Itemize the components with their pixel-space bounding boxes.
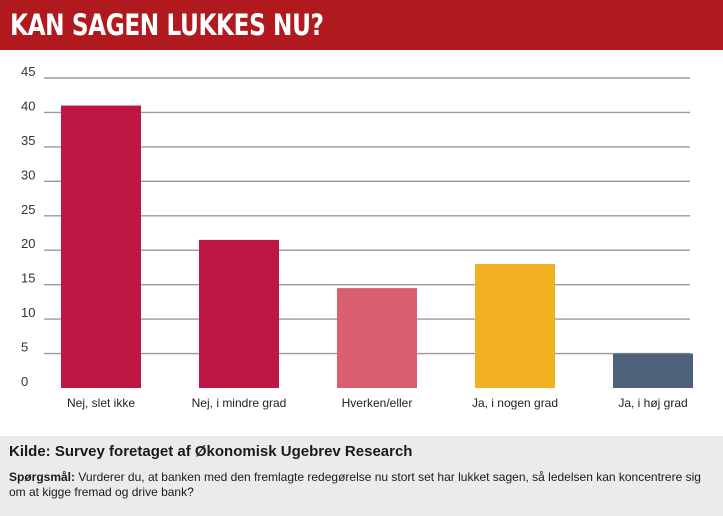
y-tick-label: 10 [21,305,35,320]
y-tick-label: 15 [21,271,35,286]
y-tick-label: 0 [21,374,28,389]
x-tick-label: Nej, i mindre grad [192,396,287,410]
question-note: Spørgsmål: Vurderer du, at banken med de… [9,470,714,500]
source-note: Kilde: Survey foretaget af Økonomisk Uge… [9,443,413,460]
question-label: Spørgsmål: [9,470,76,484]
question-text: Vurderer du, at banken med den fremlagte… [9,470,701,499]
bar [475,264,555,388]
bar [337,288,417,388]
y-tick-label: 5 [21,340,28,355]
y-tick-label: 25 [21,202,35,217]
footer-panel: Kilde: Survey foretaget af Økonomisk Uge… [0,436,723,516]
bar [199,239,279,388]
header-banner: KAN SAGEN LUKKES NU? [0,0,723,50]
bar [61,105,141,389]
x-tick-label: Ja, i nogen grad [472,396,558,410]
y-tick-label: 20 [21,236,35,251]
x-tick-label: Hverken/eller [342,396,413,410]
y-tick-label: 40 [21,98,35,113]
x-tick-label: Nej, slet ikke [67,396,135,410]
x-tick-label: Ja, i høj grad [618,396,687,410]
y-tick-label: 30 [21,167,35,182]
bar-chart: 0 5 10 15 20 25 30 35 40 45 Nej, slet ikke Nej, i m… [21,64,693,410]
page-title: KAN SAGEN LUKKES NU? [10,8,324,42]
bar [613,353,693,388]
y-tick-label: 45 [21,64,35,79]
chart-area: 0 5 10 15 20 25 30 35 40 45 Nej, slet ikke Nej, i m… [0,50,723,436]
y-tick-label: 35 [21,133,35,148]
